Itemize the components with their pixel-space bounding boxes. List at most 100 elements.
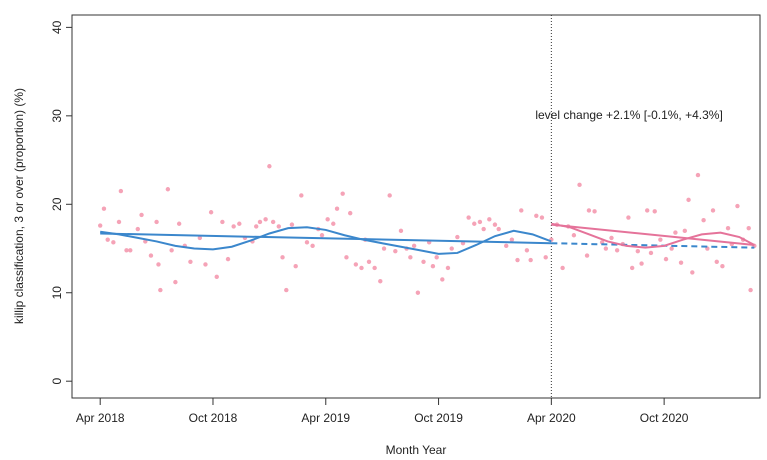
data-point [105,237,110,242]
data-point [701,218,706,223]
data-point [492,222,498,227]
y-tick-label: 40 [50,20,64,34]
data-point [571,233,577,238]
data-point [340,191,345,196]
data-point [169,248,174,253]
data-point [158,287,163,293]
x-tick-label: Oct 2020 [640,411,689,425]
data-point [372,265,377,271]
data-point [197,235,203,241]
data-point [148,253,154,258]
data-point [263,217,268,222]
data-point [658,237,663,242]
data-point [344,255,349,260]
data-point [267,164,272,169]
data-point [135,226,140,232]
data-point [663,256,669,262]
data-point [652,209,657,214]
data-point [584,253,590,258]
data-point [154,219,159,225]
data-point [434,255,439,260]
data-point [725,225,731,231]
data-point [682,228,688,234]
data-point [477,219,483,225]
data-point [304,240,310,245]
data-point [378,279,383,284]
data-point [398,228,404,234]
y-tick-label: 10 [50,286,64,300]
data-point [720,264,725,269]
data-point [165,187,171,192]
data-point [515,257,520,263]
data-point [586,208,592,213]
data-point [359,265,364,271]
data-point [645,208,650,213]
x-tick-label: Apr 2020 [527,411,576,425]
data-point [648,250,654,256]
data-point [635,248,641,254]
data-point [257,219,263,225]
data-point [524,248,530,253]
data-point [421,259,426,264]
data-point [430,264,436,269]
plot-frame [71,14,761,399]
data-point [539,215,545,220]
data-point [128,248,133,253]
x-axis-label: Month Year [386,443,447,457]
data-point [577,182,582,188]
data-point [387,193,392,198]
trend-line [100,232,552,245]
data-point [299,193,304,198]
data-point [673,230,678,235]
x-tick-label: Oct 2019 [414,411,463,425]
data-point [208,210,214,215]
data-point [445,265,451,271]
data-point [629,265,635,271]
data-point [710,208,716,213]
data-point [276,224,281,229]
data-point [472,221,477,226]
data-point [481,226,486,232]
data-point [284,287,289,293]
data-point [415,290,421,295]
data-point [280,255,285,260]
data-point [124,248,129,253]
data-point [203,262,208,267]
data-point [440,277,445,282]
data-point [393,248,398,254]
data-point [695,172,701,178]
data-point [735,203,740,209]
trend-line [100,226,552,255]
data-point [118,188,124,194]
data-point [560,265,565,271]
data-point [639,261,644,266]
data-point [348,210,353,216]
y-tick-label: 0 [50,378,64,385]
data-point [173,279,178,285]
data-point [111,240,116,245]
data-point [381,246,387,251]
data-point [214,274,219,280]
data-point [156,262,161,267]
data-point [455,234,460,240]
data-point [686,197,691,203]
trend-line [551,242,755,249]
data-point [504,243,509,249]
y-tick-label: 30 [50,109,64,123]
trend-line [551,223,755,246]
data-point [678,260,684,265]
data-point [592,209,597,214]
x-tick-label: Oct 2018 [189,411,238,425]
data-point [366,259,372,264]
data-point [746,225,751,231]
data-point [626,215,631,220]
data-point [496,226,501,232]
y-tick-label: 20 [50,197,64,211]
data-point [748,287,753,293]
trend-line [551,222,755,249]
x-tick-label: Apr 2019 [301,411,350,425]
data-point [411,243,417,249]
data-point [270,219,276,225]
data-point [176,221,182,226]
data-point [334,206,340,211]
